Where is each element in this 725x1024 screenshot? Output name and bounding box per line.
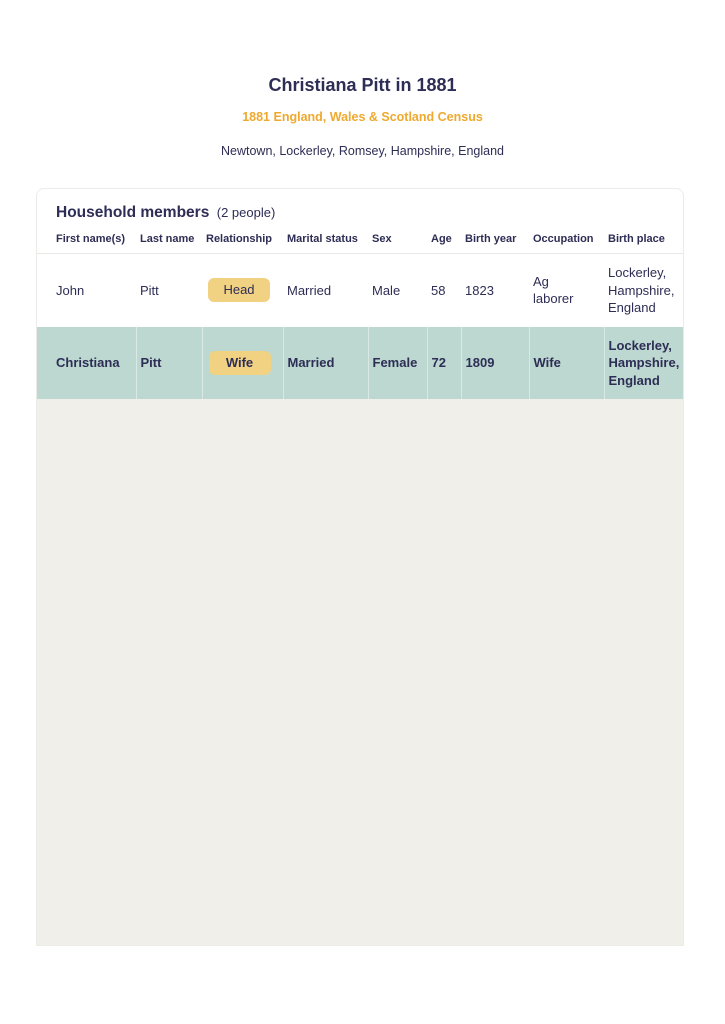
cell-birth-place: Lockerley, Hampshire, England [603,326,683,400]
column-header-birth-year: Birth year [465,233,517,245]
page-title: Christiana Pitt in 1881 [268,75,457,95]
table-header-row: First name(s) Last name Relationship Mar… [37,233,683,254]
household-members-heading-row: Household members (2 people) [37,189,683,233]
cell-birth-year: 1809 [460,326,529,400]
cell-relationship: Wife [201,326,283,400]
cell-marital-status: Married [283,252,368,327]
cell-birth-year: 1823 [461,252,529,327]
column-header-relationship: Relationship [206,233,273,245]
column-header-birth-place: Birth place [608,233,665,245]
cell-sex: Female [367,326,427,400]
column-header-first-name: First name(s) [56,233,126,245]
column-header-occupation: Occupation [533,233,594,245]
household-member-row-john[interactable]: John Pitt Head Married Male 58 1823 Ag l… [37,252,683,327]
cell-age: 72 [426,326,461,400]
cell-age: 58 [427,252,461,327]
record-location: Newtown, Lockerley, Romsey, Hampshire, E… [221,144,504,158]
cell-relationship: Head [202,252,283,327]
household-members-card: Household members (2 people) First name(… [36,188,684,947]
household-members-table: First name(s) Last name Relationship Mar… [37,233,683,400]
record-header: Christiana Pitt in 1881 1881 England, Wa… [0,0,725,158]
cell-last-name: Pitt [135,326,202,400]
column-header-sex: Sex [372,233,392,245]
column-header-age: Age [431,233,452,245]
cell-birth-place: Lockerley, Hampshire, England [604,252,683,327]
cell-first-name: John [37,252,136,327]
household-members-heading: Household members [56,204,210,221]
household-members-count: (2 people) [216,205,276,220]
relationship-badge: Head [208,278,270,303]
record-detail-panel [37,399,683,946]
relationship-badge: Wife [208,350,271,375]
cell-sex: Male [368,252,427,327]
collection-link[interactable]: 1881 England, Wales & Scotland Census [242,110,483,124]
column-header-last-name: Last name [140,233,195,245]
cell-marital-status: Married [282,326,368,400]
column-header-marital-status: Marital status [287,233,358,245]
household-member-row-christiana-selected[interactable]: Christiana Pitt Wife Married Female 72 1… [37,326,683,400]
cell-last-name: Pitt [136,252,202,327]
cell-occupation: Ag laborer [529,252,604,327]
cell-first-name: Christiana [37,326,136,400]
cell-occupation: Wife [528,326,604,400]
